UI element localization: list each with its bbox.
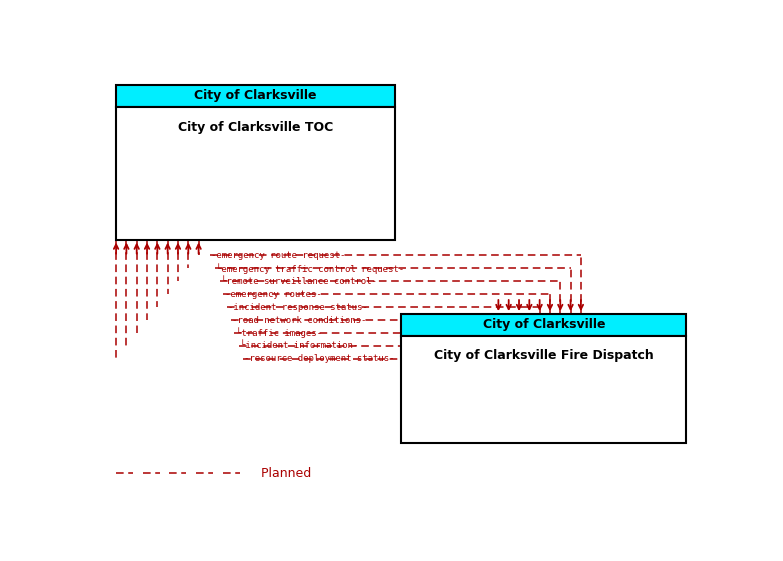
Text: City of Clarksville: City of Clarksville: [194, 89, 317, 102]
Text: City of Clarksville Fire Dispatch: City of Clarksville Fire Dispatch: [434, 349, 654, 362]
Text: -emergency routes-: -emergency routes-: [225, 289, 322, 298]
Bar: [116, 85, 395, 107]
Text: └emergency traffic control request-: └emergency traffic control request-: [216, 263, 404, 274]
Bar: [402, 336, 687, 443]
Text: └remote surveillance control-: └remote surveillance control-: [221, 277, 377, 286]
Text: City of Clarksville: City of Clarksville: [482, 318, 605, 332]
Text: -emergency route request-: -emergency route request-: [211, 251, 346, 260]
Text: City of Clarksville TOC: City of Clarksville TOC: [178, 121, 334, 134]
Text: -incident response status-: -incident response status-: [229, 302, 368, 311]
Text: -resource deployment status-: -resource deployment status-: [244, 355, 395, 364]
Text: └incident information-: └incident information-: [240, 342, 359, 351]
Bar: [116, 107, 395, 240]
Text: Planned: Planned: [253, 467, 311, 480]
Bar: [402, 314, 687, 336]
Text: └traffic images-: └traffic images-: [236, 328, 322, 338]
Text: -road network conditions-: -road network conditions-: [232, 315, 366, 324]
